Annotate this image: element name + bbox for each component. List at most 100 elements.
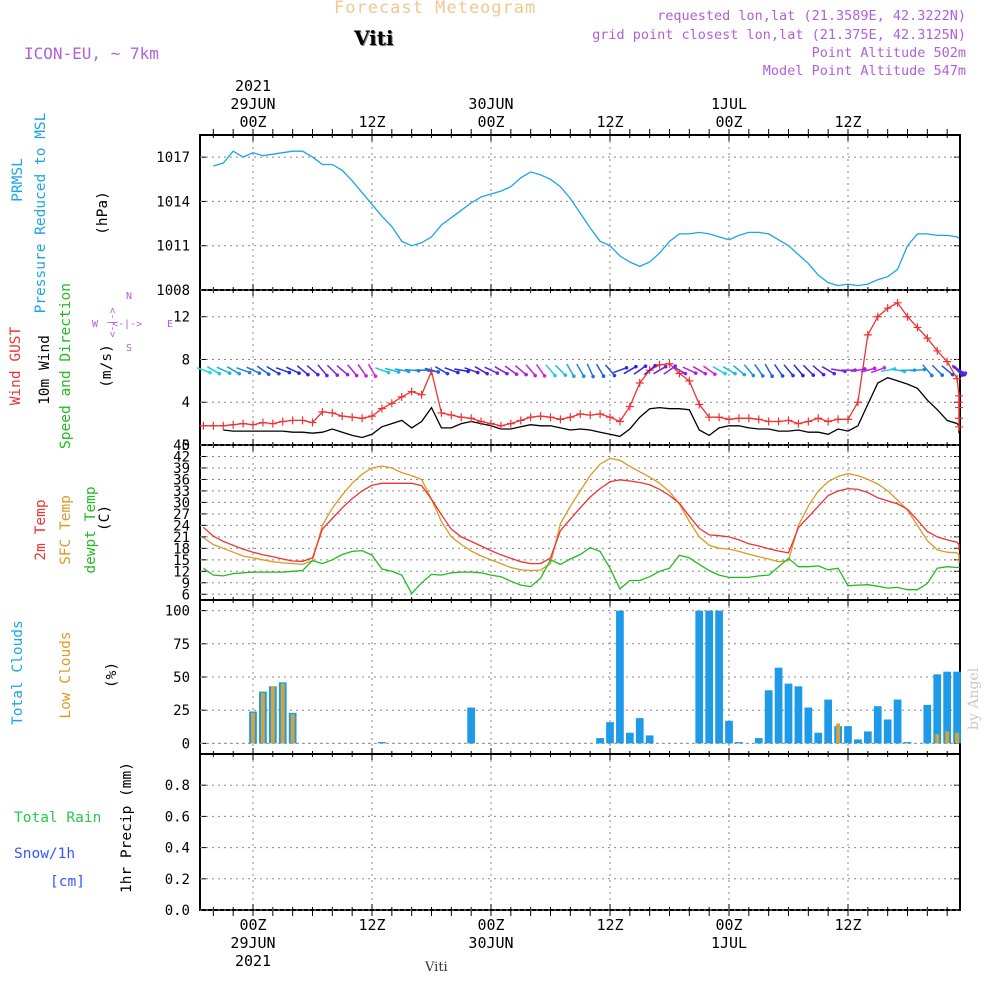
wind-arrow-head: [693, 371, 698, 375]
gust-marker: [586, 411, 595, 420]
gust-marker: [953, 374, 962, 383]
wind-arrow-head: [257, 371, 262, 375]
wind-direction-arrow: [802, 364, 814, 376]
wind-direction-arrow: [454, 368, 469, 373]
top-time-label: 12Z: [834, 113, 861, 131]
total-cloud-bar: [953, 671, 961, 744]
wind-arrow-head: [505, 371, 509, 376]
wind-direction-arrow: [504, 365, 517, 375]
gust-marker: [734, 414, 743, 423]
total-cloud-bar: [378, 742, 386, 744]
total-cloud-bar: [764, 690, 773, 744]
total-cloud-bar: [705, 610, 714, 744]
wind-direction-arrow: [643, 365, 656, 376]
total-cloud-bar: [794, 686, 803, 744]
low-cloud-bar: [270, 686, 275, 744]
gust-marker: [725, 415, 733, 424]
wind-arrow-head: [572, 374, 576, 379]
wind-arrow-head: [950, 372, 955, 377]
wind-direction-arrow: [692, 366, 706, 375]
gust-marker: [665, 359, 674, 368]
gust-marker: [844, 415, 852, 424]
wind-arrow-head: [751, 373, 756, 378]
wind-arrow-head: [713, 372, 717, 376]
wind-direction-arrow: [672, 366, 686, 375]
wind-direction-arrow: [793, 364, 804, 377]
wind-arrow-head: [760, 374, 765, 378]
gust-marker: [387, 399, 396, 408]
wind-direction-arrow: [623, 366, 637, 375]
total-cloud-bar: [606, 722, 614, 744]
wind-arrow-head: [373, 374, 378, 379]
gust-marker: [893, 298, 902, 307]
low-cloud-bar: [955, 732, 960, 744]
temp2m-line: [202, 479, 960, 565]
station-name: Viti: [354, 26, 394, 50]
y-tick-label: 0.8: [165, 778, 190, 794]
gridpoint-coordinates: grid point closest lon,lat (21.375E, 42.…: [592, 27, 966, 43]
y-tick-label: 18: [173, 541, 190, 557]
wind-direction-arrow: [586, 363, 594, 377]
wind-direction-arrow: [367, 363, 377, 377]
y-tick-label: 33: [173, 484, 190, 500]
requested-coordinates: requested lon,lat (21.3589E, 42.3222N): [657, 8, 966, 24]
gust-marker: [923, 334, 932, 343]
bottom-time-label: 30JUN: [468, 934, 513, 952]
wind-arrow-head: [811, 373, 816, 377]
wind-arrow-head: [863, 367, 867, 371]
y-tick-label: 0.2: [165, 872, 190, 888]
y-tick-label: 39: [173, 461, 190, 477]
wind-direction-arrow: [754, 364, 764, 377]
footer-station-name: Viti: [425, 960, 448, 975]
compass-s: S: [126, 343, 133, 354]
wind-direction-arrow: [653, 366, 667, 375]
wind-direction-arrow: [286, 366, 300, 374]
gust-marker: [477, 417, 486, 426]
gust-marker: [615, 417, 624, 426]
y-tick-label: 9: [182, 576, 190, 592]
wind-arrow-head: [345, 372, 350, 377]
low-cloud-bar: [836, 723, 841, 744]
wind-arrow-head: [325, 373, 329, 378]
total-cloud-bar: [863, 731, 872, 744]
gust-marker: [853, 398, 862, 407]
wind-direction-arrow: [722, 366, 736, 375]
gust-marker: [496, 421, 505, 430]
wind-arrow-head: [364, 374, 368, 378]
gust-marker: [249, 420, 257, 429]
wind-arrow-head: [533, 373, 537, 378]
gust-marker: [933, 346, 942, 355]
wind-arrow-head: [436, 370, 441, 374]
gust-marker: [764, 417, 773, 426]
total-cloud-bar: [784, 683, 793, 744]
compass-e: E: [167, 319, 174, 330]
wind-arrow-head: [297, 371, 301, 375]
wind-direction-arrow: [484, 366, 498, 374]
wind-arrow-head: [733, 371, 737, 376]
wind-direction-arrow: [604, 364, 616, 377]
total-cloud-bar: [854, 739, 862, 744]
wind-arrow-head: [306, 372, 310, 377]
total-cloud-bar: [933, 674, 942, 744]
wind-arrow-head: [208, 370, 212, 375]
wind-arrow-head: [266, 372, 271, 376]
gust-marker: [407, 387, 416, 396]
total-cloud-bar: [735, 742, 743, 744]
wind-direction-arrow: [514, 365, 527, 376]
gust-marker: [397, 392, 406, 401]
y-tick-label: 12: [173, 310, 190, 326]
wind-arrow-head: [563, 373, 568, 377]
total-cloud-bar: [893, 699, 902, 744]
model-label: ICON-EU, ~ 7km: [24, 44, 159, 63]
gust-marker: [546, 413, 555, 422]
wind-direction-arrow: [275, 367, 290, 374]
gust-marker: [298, 416, 307, 425]
snow-unit-label: [cm]: [50, 874, 85, 890]
pressure-line: [213, 150, 960, 287]
low-cloud-bar: [290, 714, 295, 744]
y-tick-label: 0.4: [165, 841, 190, 857]
wind-arrow-head: [445, 371, 450, 376]
compass-n: N: [126, 291, 133, 302]
wind-direction-arrow: [384, 367, 399, 373]
